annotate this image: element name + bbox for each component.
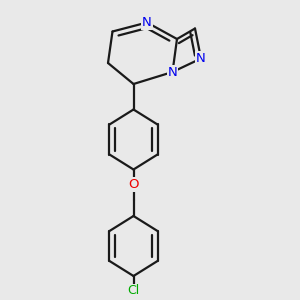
- Text: N: N: [142, 16, 152, 29]
- Text: O: O: [128, 178, 139, 191]
- Text: N: N: [196, 52, 206, 65]
- Text: Cl: Cl: [128, 284, 140, 298]
- Text: N: N: [168, 65, 177, 79]
